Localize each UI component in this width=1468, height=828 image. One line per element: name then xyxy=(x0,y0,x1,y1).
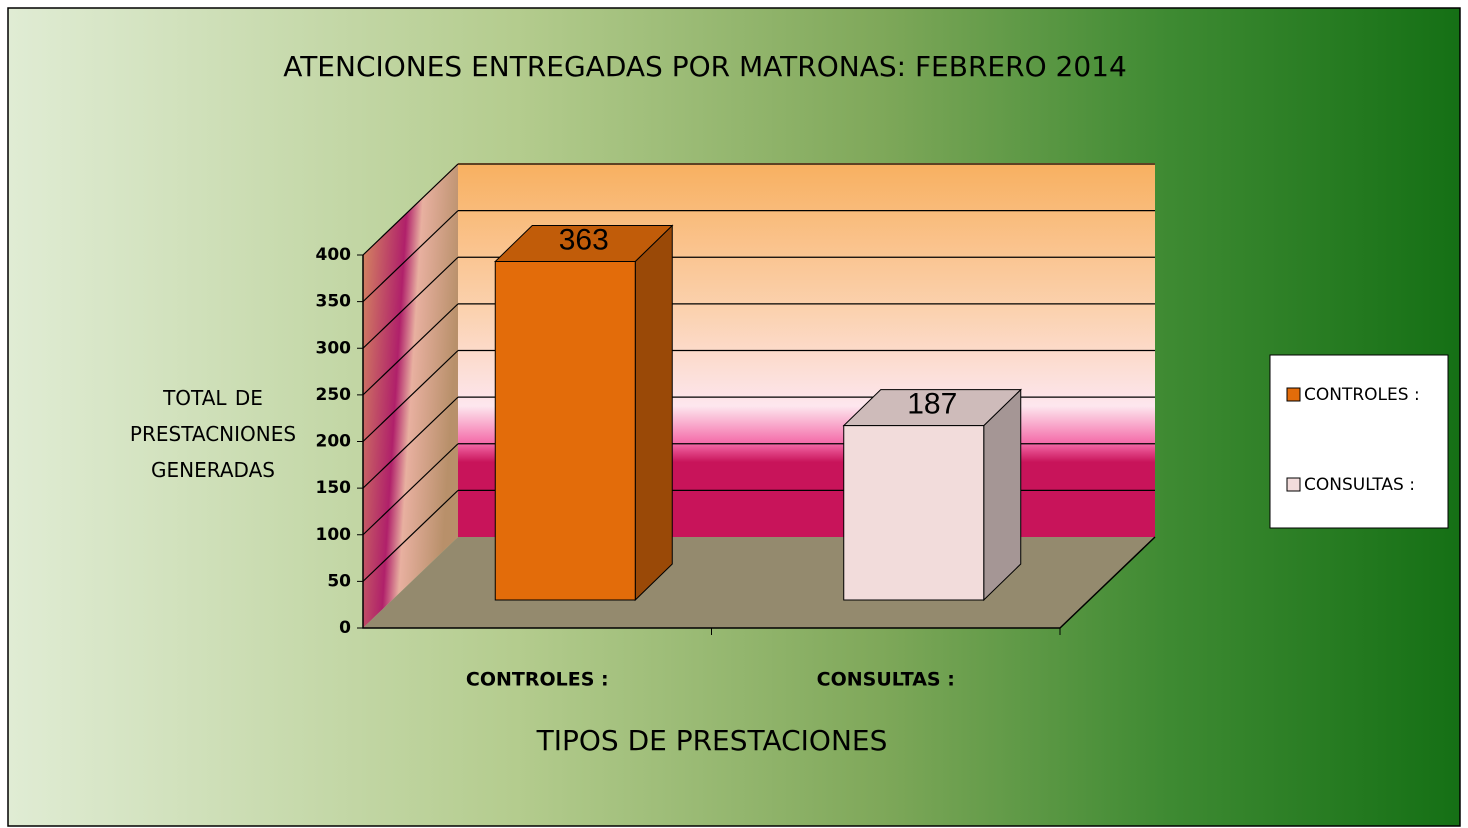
grid-line xyxy=(362,489,459,582)
x-axis-title: TIPOS DE PRESTACIONES xyxy=(536,724,888,757)
chart-title: ATENCIONES ENTREGADAS POR MATRONAS: FEBR… xyxy=(283,50,1127,83)
grid-line xyxy=(362,303,459,396)
grid-line xyxy=(362,210,459,303)
y-tick-label: 50 xyxy=(327,571,351,591)
floor xyxy=(363,537,1155,628)
y-tick-label: 400 xyxy=(316,245,352,265)
y-axis-title: TOTAL DE PRESTACNIONES GENERADAS xyxy=(129,386,297,482)
legend-label: CONSULTAS : xyxy=(1304,475,1415,495)
legend-label: CONTROLES : xyxy=(1304,385,1420,405)
x-tick-label: CONSULTAS : xyxy=(817,669,955,691)
data-label: 363 xyxy=(559,223,609,256)
legend-swatch xyxy=(1286,387,1301,402)
grid-line xyxy=(362,350,459,442)
bar-side xyxy=(634,224,673,602)
y-tick-label: 300 xyxy=(316,338,352,358)
grid-line xyxy=(362,256,459,349)
grid-line xyxy=(362,396,459,489)
y-tick-label: 0 xyxy=(339,618,351,638)
x-tick-label: CONTROLES : xyxy=(466,669,609,691)
y-tick-label: 350 xyxy=(316,292,352,312)
bar xyxy=(843,425,985,601)
data-label: 187 xyxy=(907,388,957,421)
y-tick-label: 250 xyxy=(316,385,352,405)
bar-side xyxy=(983,388,1022,602)
legend xyxy=(1269,354,1449,529)
y-tick-label: 150 xyxy=(316,478,352,498)
bar xyxy=(494,261,636,601)
legend-swatch xyxy=(1286,477,1301,492)
grid-line xyxy=(362,443,459,536)
grid-line xyxy=(362,163,459,256)
y-tick-label: 100 xyxy=(316,525,352,545)
y-tick-label: 200 xyxy=(316,432,352,452)
